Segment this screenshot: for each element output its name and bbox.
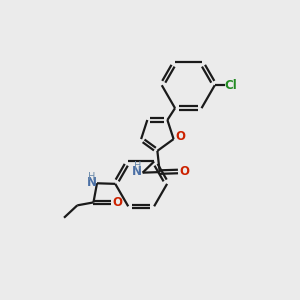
Text: Cl: Cl	[224, 79, 237, 92]
Text: O: O	[179, 165, 190, 178]
Text: N: N	[87, 176, 97, 189]
Text: N: N	[132, 165, 142, 178]
Text: H: H	[88, 172, 95, 182]
Text: H: H	[134, 161, 141, 171]
Text: O: O	[175, 130, 185, 143]
Text: O: O	[112, 196, 123, 209]
